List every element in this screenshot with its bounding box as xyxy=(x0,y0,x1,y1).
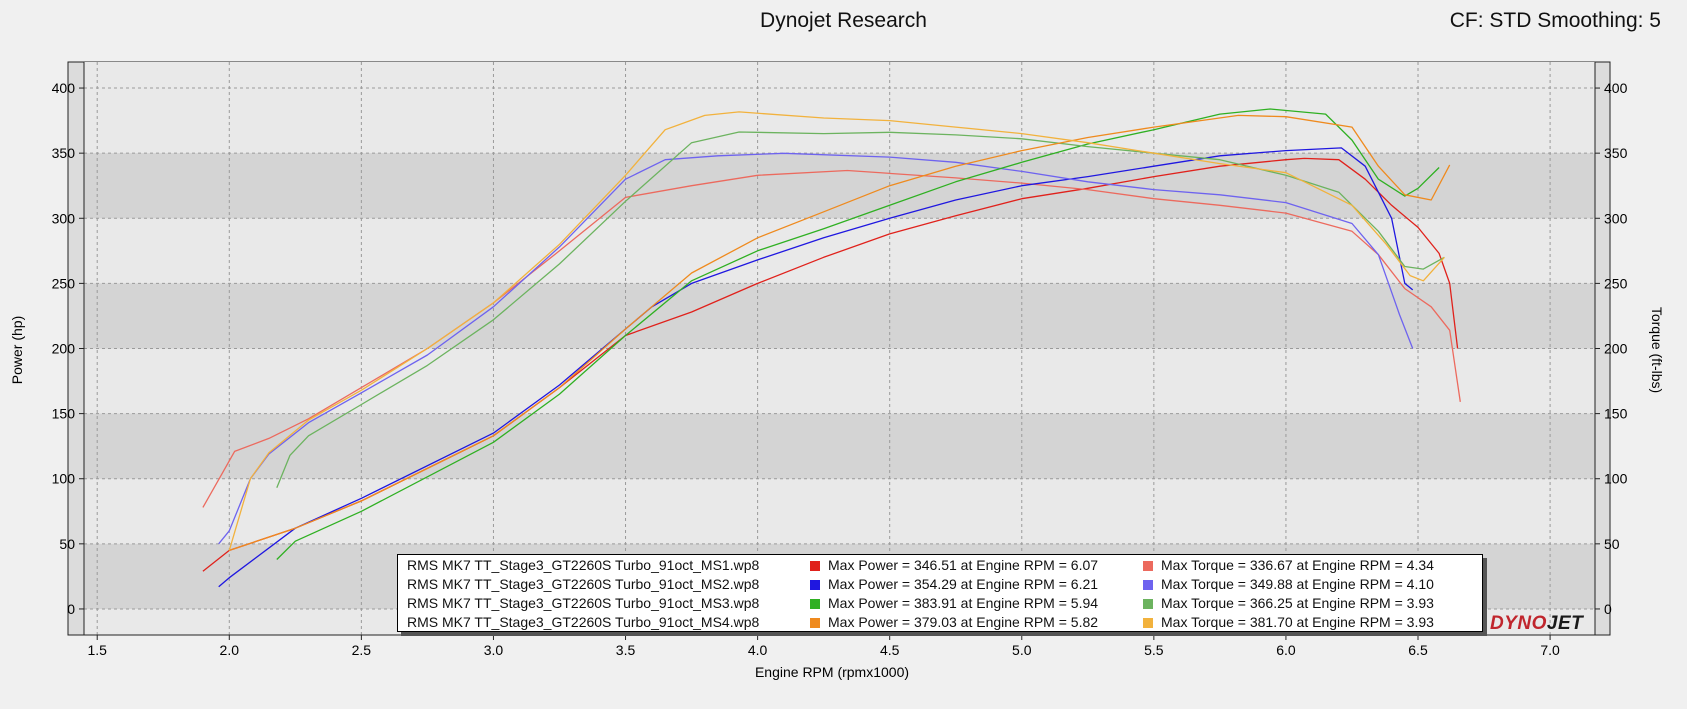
legend-torque-text: Max Torque = 336.67 at Engine RPM = 4.34 xyxy=(1161,557,1434,573)
legend-file-name: RMS MK7 TT_Stage3_GT2260S Turbo_91oct_MS… xyxy=(407,557,760,573)
x-tick-label: 2.5 xyxy=(352,642,372,658)
y2-tick-label: 0 xyxy=(1604,601,1612,617)
legend-power-text: Max Power = 379.03 at Engine RPM = 5.82 xyxy=(828,614,1099,630)
grid-band xyxy=(84,413,1595,479)
y2-axis-label: Torque (ft-lbs) xyxy=(1649,307,1665,393)
legend-torque-swatch xyxy=(1143,599,1153,609)
legend-file-name: RMS MK7 TT_Stage3_GT2260S Turbo_91oct_MS… xyxy=(407,614,760,630)
y2-tick-label: 350 xyxy=(1604,145,1628,161)
logo-text-jet: JET xyxy=(1546,613,1584,634)
legend-file-name: RMS MK7 TT_Stage3_GT2260S Turbo_91oct_MS… xyxy=(407,595,760,611)
legend-row: RMS MK7 TT_Stage3_GT2260S Turbo_91oct_MS… xyxy=(398,613,1482,632)
x-axis-label: Engine RPM (rpmx1000) xyxy=(755,664,909,680)
y-tick-label: 200 xyxy=(52,341,76,357)
legend-row: RMS MK7 TT_Stage3_GT2260S Turbo_91oct_MS… xyxy=(398,575,1482,594)
chart-legend: RMS MK7 TT_Stage3_GT2260S Turbo_91oct_MS… xyxy=(397,554,1483,632)
x-tick-label: 3.5 xyxy=(616,642,636,658)
legend-row: RMS MK7 TT_Stage3_GT2260S Turbo_91oct_MS… xyxy=(398,594,1482,613)
legend-file-name: RMS MK7 TT_Stage3_GT2260S Turbo_91oct_MS… xyxy=(407,576,760,592)
series-line-torque-2 xyxy=(218,152,1414,545)
y-tick-label: 300 xyxy=(52,210,76,226)
x-tick-label: 2.0 xyxy=(220,642,240,658)
series-line-power-4 xyxy=(229,114,1451,552)
y-tick-label: 0 xyxy=(67,601,75,617)
grid-band xyxy=(84,153,1595,219)
logo-text-dyno: DYNO xyxy=(1490,613,1547,634)
x-tick-label: 4.0 xyxy=(748,642,768,658)
legend-row: RMS MK7 TT_Stage3_GT2260S Turbo_91oct_MS… xyxy=(398,556,1482,575)
y2-tick-label: 100 xyxy=(1604,471,1628,487)
legend-torque-text: Max Torque = 381.70 at Engine RPM = 3.93 xyxy=(1161,614,1434,630)
y-tick-label: 400 xyxy=(52,80,76,96)
y2-tick-label: 250 xyxy=(1604,275,1628,291)
legend-torque-swatch xyxy=(1143,618,1153,628)
chart-settings: CF: STD Smoothing: 5 xyxy=(1449,9,1661,32)
legend-torque-swatch xyxy=(1143,580,1153,590)
y-axis-label: Power (hp) xyxy=(9,316,25,384)
y2-tick-label: 50 xyxy=(1604,536,1620,552)
dynojet-logo: DYNOJET xyxy=(1490,613,1583,635)
x-tick-label: 6.0 xyxy=(1276,642,1296,658)
x-tick-label: 4.5 xyxy=(880,642,900,658)
chart-title: Dynojet Research xyxy=(760,9,927,32)
y-tick-label: 150 xyxy=(52,406,76,422)
legend-power-swatch xyxy=(810,599,820,609)
legend-power-text: Max Power = 354.29 at Engine RPM = 6.21 xyxy=(828,576,1099,592)
y-tick-label: 100 xyxy=(52,471,76,487)
x-tick-label: 7.0 xyxy=(1540,642,1560,658)
legend-torque-text: Max Torque = 366.25 at Engine RPM = 3.93 xyxy=(1161,595,1434,611)
grid-band xyxy=(84,283,1595,349)
y2-tick-label: 200 xyxy=(1604,341,1628,357)
legend-torque-swatch xyxy=(1143,561,1153,571)
legend-torque-text: Max Torque = 349.88 at Engine RPM = 4.10 xyxy=(1161,576,1434,592)
legend-power-swatch xyxy=(810,561,820,571)
y2-tick-label: 300 xyxy=(1604,210,1628,226)
legend-power-swatch xyxy=(810,580,820,590)
y2-tick-label: 150 xyxy=(1604,406,1628,422)
x-tick-label: 1.5 xyxy=(87,642,107,658)
legend-power-text: Max Power = 383.91 at Engine RPM = 5.94 xyxy=(828,595,1099,611)
x-tick-label: 5.5 xyxy=(1144,642,1164,658)
x-tick-label: 6.5 xyxy=(1408,642,1428,658)
y-tick-label: 50 xyxy=(59,536,75,552)
x-tick-label: 5.0 xyxy=(1012,642,1032,658)
y2-tick-label: 400 xyxy=(1604,80,1628,96)
y-tick-label: 350 xyxy=(52,145,76,161)
legend-power-swatch xyxy=(810,618,820,628)
series-line-power-2 xyxy=(218,147,1414,588)
y-tick-label: 250 xyxy=(52,275,76,291)
x-tick-label: 3.0 xyxy=(484,642,504,658)
series-line-power-3 xyxy=(276,108,1440,560)
series-line-torque-4 xyxy=(228,111,1445,551)
legend-power-text: Max Power = 346.51 at Engine RPM = 6.07 xyxy=(828,557,1099,573)
